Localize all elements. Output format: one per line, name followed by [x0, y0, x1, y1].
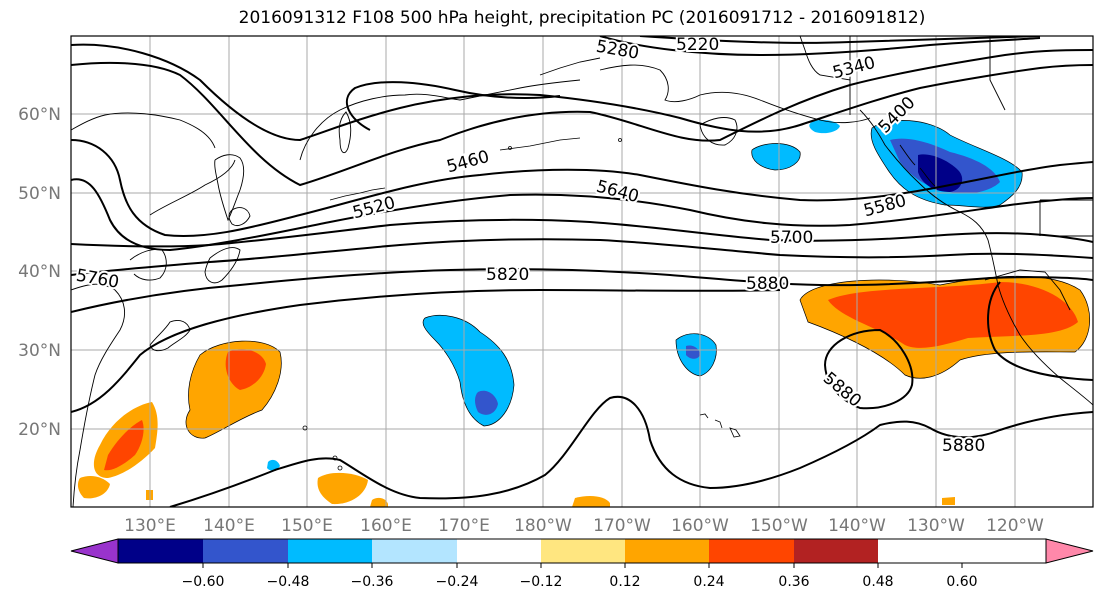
lon-label-160e: 160°E — [360, 516, 412, 536]
colorbar-tick-label: 0.36 — [778, 574, 809, 590]
lon-label-160w: 160°W — [671, 516, 729, 536]
lon-label-120w: 120°W — [986, 516, 1044, 536]
colorbar-cell — [203, 539, 288, 563]
colorbar-cell — [372, 539, 457, 563]
lon-label-140e: 140°E — [203, 516, 255, 536]
colorbar-tick-label: 0.12 — [609, 574, 640, 590]
lat-label-30n: 30°N — [18, 341, 61, 361]
colorbar-tick-label: 0.60 — [946, 574, 977, 590]
latitude-labels: 60°N 50°N 40°N 30°N 20°N — [18, 105, 61, 440]
colorbar-tick-label: −0.24 — [436, 574, 479, 590]
lon-label-140w: 140°W — [828, 516, 886, 536]
colorbar-extend-high — [1045, 538, 1094, 564]
colorbar-tick-label: −0.36 — [351, 574, 394, 590]
colorbar-cell — [794, 539, 878, 563]
colorbar-ticks — [202, 563, 963, 568]
contour-label: 5880 — [942, 436, 985, 456]
lat-label-40n: 40°N — [18, 262, 61, 282]
colorbar-cell — [541, 539, 625, 563]
lon-label-130e: 130°E — [124, 516, 176, 536]
lat-label-20n: 20°N — [18, 420, 61, 440]
colorbar-tick-label: −0.48 — [267, 574, 310, 590]
contour-label: 5880 — [746, 274, 789, 294]
lat-label-50n: 50°N — [18, 184, 61, 204]
colorbar-cells — [118, 539, 878, 563]
lon-label-150e: 150°E — [281, 516, 333, 536]
contour-label: 5700 — [770, 228, 813, 248]
colorbar-extend-low — [70, 538, 119, 564]
contour-label: 5220 — [676, 35, 719, 55]
colorbar-cell — [288, 539, 372, 563]
colorbar: −0.60 −0.48 −0.36 −0.24 −0.12 0.12 0.24 … — [70, 538, 1094, 590]
map-panel: 5280 5220 5340 5400 5460 5520 5640 5580 … — [71, 35, 1093, 507]
colorbar-tick-labels: −0.60 −0.48 −0.36 −0.24 −0.12 0.12 0.24 … — [182, 574, 978, 590]
colorbar-tick-label: 0.48 — [862, 574, 893, 590]
lon-label-150w: 150°W — [750, 516, 808, 536]
longitude-labels: 130°E 140°E 150°E 160°E 170°E 180°W 170°… — [124, 516, 1044, 536]
height-contours — [71, 36, 1093, 507]
coastlines — [71, 36, 1093, 507]
lon-label-180w: 180°W — [514, 516, 572, 536]
lon-label-170w: 170°W — [593, 516, 651, 536]
map-title: 2016091312 F108 500 hPa height, precipit… — [238, 8, 926, 28]
colorbar-cell — [457, 539, 541, 563]
colorbar-tick-label: −0.12 — [520, 574, 563, 590]
colorbar-tick-label: 0.24 — [693, 574, 724, 590]
colorbar-tick-label: −0.60 — [182, 574, 225, 590]
lat-label-60n: 60°N — [18, 105, 61, 125]
colorbar-cell — [118, 539, 203, 563]
islands — [302, 137, 741, 471]
contour-label: 5820 — [486, 265, 529, 285]
map-frame — [70, 35, 1094, 508]
lon-label-130w: 130°W — [907, 516, 965, 536]
colorbar-cell — [625, 539, 709, 563]
lon-label-170e: 170°E — [438, 516, 490, 536]
colorbar-cell — [709, 539, 794, 563]
